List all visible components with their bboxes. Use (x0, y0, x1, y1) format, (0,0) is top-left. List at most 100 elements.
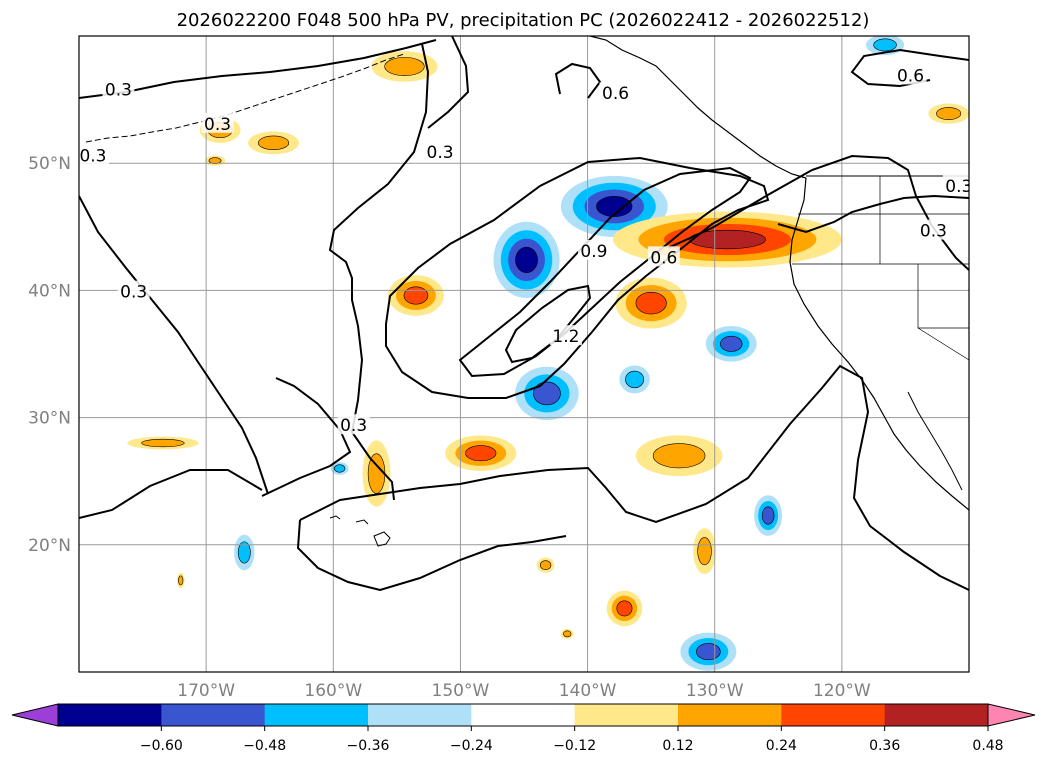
precip-pc-patch (928, 103, 969, 124)
contour-label-background (942, 175, 969, 196)
precip-pc-level-fill (697, 537, 712, 566)
contour-label: 0.9 (580, 242, 607, 262)
precip-pc-patch (127, 436, 199, 450)
precip-pc-patch (176, 572, 185, 589)
colorbar-tick-label: 0.24 (766, 738, 797, 754)
precip-pc-level-fill (532, 381, 561, 406)
latitude-tick-label: 20°N (28, 536, 71, 556)
longitude-tick-label: 140°W (559, 681, 617, 701)
precip-pc-patch (204, 155, 226, 166)
precip-pc-patch (536, 557, 555, 573)
precip-pc-patch (445, 435, 517, 472)
precip-pc-patch (754, 495, 783, 536)
precip-pc-level-fill (539, 560, 552, 571)
contour-label: 1.2 (552, 327, 579, 347)
pv-contour-0.6-main (385, 156, 770, 399)
latitude-tick-label: 40°N (28, 281, 71, 301)
precip-pc-level-fill (625, 370, 645, 389)
precip-pc-patch (615, 277, 687, 329)
precip-pc-patch (387, 275, 444, 316)
longitude-tick-label: 120°W (813, 681, 871, 701)
contour-label-background (917, 219, 950, 240)
latitude-tick-label: 50°N (28, 154, 71, 174)
contour-label: 0.3 (427, 143, 454, 163)
lat-lon-gridlines (79, 36, 969, 672)
contour-label: 0.3 (105, 80, 132, 100)
colorbar-tick-label: −0.48 (243, 738, 286, 754)
colorbar-segment (368, 704, 472, 726)
colorbar-segment (471, 704, 576, 726)
contour-label-background (201, 112, 234, 133)
state-borders (792, 176, 969, 361)
contour-label-background (102, 78, 135, 99)
colorbar-outline (57, 703, 989, 727)
colorbar-extend-max (987, 703, 1036, 727)
pv-contour-0.6-northeast (850, 48, 969, 88)
contour-label: 0.6 (897, 66, 924, 86)
longitude-tick-label: 130°W (686, 681, 744, 701)
precip-pc-patch (635, 435, 723, 477)
precip-pc-patch (493, 221, 560, 299)
precip-pc-level-fill (873, 38, 897, 52)
precip-pc-level-fill (257, 135, 290, 151)
contour-label: 0.3 (79, 147, 106, 167)
precip-pc-level-fill (141, 438, 185, 448)
contour-label-background (117, 280, 150, 301)
precip-pc-level-fill (652, 443, 706, 469)
precip-pc-level-fill (465, 445, 497, 462)
precip-pc-patch (248, 131, 299, 155)
precip-pc-patch (705, 326, 757, 362)
contour-label: 0.6 (602, 84, 629, 104)
colorbar-segment (678, 704, 782, 726)
precip-pc-patch (234, 534, 255, 571)
precip-pc-patch (606, 590, 643, 627)
colorbar-tick-label: 0.36 (869, 738, 900, 754)
colorbar: −0.60 −0.48 −0.36 −0.24 −0.12 0.12 0.24 0.36 0.4… (11, 703, 1036, 754)
latitude-tick-label: 30°N (28, 409, 71, 429)
chart-title: 2026022200 F048 500 hPa PV, precipitatio… (177, 10, 870, 31)
contour-label-background (577, 239, 610, 260)
hawaii-islands (329, 515, 391, 547)
alaska-coastline (589, 36, 807, 179)
precip-pc-level-fill (696, 643, 721, 661)
pv-contours (79, 36, 969, 592)
precip-pc-level-fill (334, 464, 346, 473)
precip-pc-level-fill (635, 291, 667, 315)
longitude-tick-label: 170°W (177, 681, 235, 701)
precip-pc-patch (680, 632, 737, 671)
precip-pc-patch (693, 528, 716, 575)
contour-label: 0.3 (120, 283, 147, 303)
pv-contour-labels: 0.3 0.3 0.3 0.3 0.3 0.3 0.6 0.6 0.6 0.9 1.2 0.3 0.3 (79, 64, 972, 436)
longitude-tick-label: 150°W (432, 681, 490, 701)
contour-label-background (647, 246, 680, 267)
contour-label-background (599, 82, 632, 103)
colorbar-segment (161, 704, 266, 726)
precip-pc-level-fill (384, 57, 425, 76)
precip-pc-patch (371, 51, 438, 82)
contour-label: 0.3 (204, 115, 231, 135)
pv-contour-0.3-west (79, 195, 269, 495)
precip-pc-level-fill (688, 229, 766, 250)
contour-label: 0.3 (920, 222, 947, 242)
coastlines-and-borders (85, 36, 969, 547)
precip-pc-level-fill (403, 286, 429, 305)
contour-label-background (337, 414, 370, 435)
pv-contour-0.3-southwest-loop (261, 377, 352, 497)
pv-contour-0.6-gulf-alaska (554, 62, 602, 99)
colorbar-segment (781, 704, 886, 726)
precip-pc-level-fill (936, 107, 962, 120)
colorbar-tick-label: −0.12 (553, 738, 596, 754)
colorbar-tick-label: −0.60 (140, 738, 183, 754)
contour-label: 0.3 (945, 177, 972, 197)
precip-pc-level-fill (515, 246, 538, 273)
contour-label: 0.3 (340, 416, 367, 436)
precip-pc-level-fill (178, 575, 184, 586)
longitude-tick-label: 160°W (304, 681, 362, 701)
colorbar-extend-min (11, 703, 59, 727)
colorbar-tick-label: −0.24 (450, 738, 493, 754)
pv-contour-0.3-subtropical (79, 364, 969, 591)
baja-california (907, 391, 963, 491)
precip-pc-level-fill (208, 157, 222, 165)
pv-contour-0.3-pacific-northwest (777, 194, 969, 234)
